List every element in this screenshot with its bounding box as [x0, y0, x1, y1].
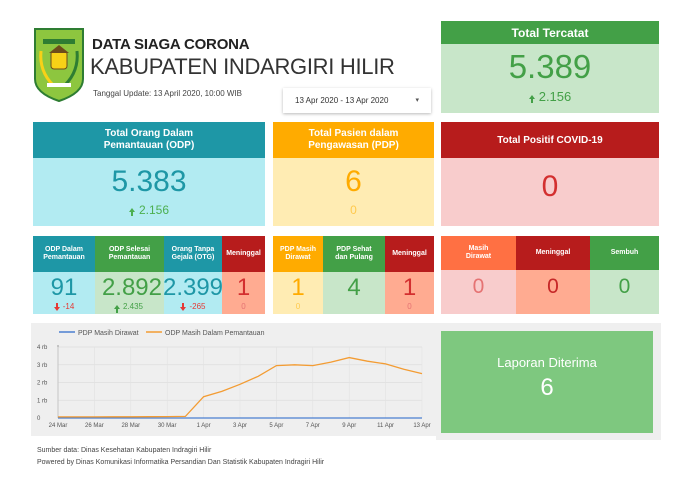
footer-powered-by: Powered by Dinas Komunikasi Informatika …	[37, 459, 325, 466]
x-tick-label: 1 Apr	[197, 423, 211, 429]
arrow-down-icon	[53, 302, 60, 311]
otg-delta: -265	[189, 302, 206, 311]
chart-legend: PDP Masih Dirawat ODP Masih Dalam Pemant…	[59, 330, 265, 337]
odp-selesai-value: 2.892	[101, 274, 162, 301]
total-tercatat-card: Total Tercatat 5.389 2.156	[441, 21, 659, 113]
trend-chart-svg: PDP Masih Dirawat ODP Masih Dalam Pemant…	[37, 330, 431, 429]
pdp-card: Total Pasien dalam Pengawasan (PDP) 6 0	[273, 122, 434, 226]
y-tick-label: 2 rb	[37, 381, 48, 387]
odp-meninggal-delta: 0	[241, 302, 246, 311]
arrow-up-icon	[113, 304, 120, 313]
page-subtitle: KABUPATEN INDARGIRI HILIR	[90, 54, 395, 79]
pdp-masih-dirawat-card: PDP Masih Dirawat 1 0	[273, 236, 323, 314]
x-tick-label: 11 Apr	[377, 423, 394, 429]
pdp-masih-label: PDP Masih Dirawat	[273, 236, 323, 272]
laporan-label: Laporan Diterima	[497, 355, 597, 370]
total-tercatat-label: Total Tercatat	[441, 21, 659, 44]
laporan-card: Laporan Diterima 6	[441, 331, 653, 433]
total-tercatat-value: 5.389	[508, 48, 592, 85]
positif-sembuh-value: 0	[618, 275, 631, 298]
date-range-picker[interactable]: 13 Apr 2020 - 13 Apr 2020 ▾	[283, 88, 431, 113]
page-title: DATA SIAGA CORONA	[92, 36, 250, 53]
trend-chart: PDP Masih Dirawat ODP Masih Dalam Pemant…	[31, 323, 437, 436]
positif-sembuh-card: Sembuh 0	[590, 236, 659, 314]
positif-label: Total Positif COVID-19	[441, 122, 659, 158]
odp-dalam-pemantauan-card: ODP Dalam Pemantauan 91 -14	[33, 236, 95, 314]
positif-meninggal-value: 0	[547, 275, 559, 298]
pdp-meninggal-value: 1	[402, 274, 417, 301]
x-tick-label: 7 Apr	[306, 423, 320, 429]
pdp-sehat-value: 4	[347, 274, 361, 301]
pdp-value: 6	[345, 165, 362, 198]
positif-masih-label: Masih Dirawat	[441, 236, 516, 270]
pdp-label: Total Pasien dalam Pengawasan (PDP)	[273, 122, 434, 158]
x-tick-label: 30 Mar	[158, 423, 177, 429]
odp-selesai-delta: 2.435	[122, 302, 144, 311]
odp-meninggal-label: Meninggal	[222, 236, 265, 272]
odp-dalam-value: 91	[50, 274, 78, 301]
legend-label-odp[interactable]: ODP Masih Dalam Pemantauan	[165, 330, 265, 337]
update-timestamp: Tanggal Update: 13 April 2020, 10:00 WIB	[93, 89, 242, 98]
footer-source: Sumber data: Dinas Kesehatan Kabupaten I…	[37, 447, 212, 454]
x-tick-label: 28 Mar	[121, 423, 140, 429]
y-tick-label: 1 rb	[37, 398, 48, 404]
x-tick-label: 5 Apr	[269, 423, 283, 429]
pdp-delta: 0	[350, 203, 357, 217]
y-tick-label: 4 rb	[37, 345, 48, 351]
arrow-up-icon	[128, 208, 135, 216]
pdp-meninggal-delta: 0	[407, 302, 412, 311]
odp-meninggal-card: Meninggal 1 0	[222, 236, 265, 314]
x-tick-label: 24 Mar	[49, 423, 68, 429]
odp-dalam-label: ODP Dalam Pemantauan	[33, 236, 95, 272]
pdp-meninggal-label: Meninggal	[385, 236, 434, 272]
positif-masih-value: 0	[472, 275, 485, 298]
x-tick-label: 3 Apr	[233, 423, 247, 429]
arrow-up-icon	[528, 94, 535, 103]
legend-label-pdp[interactable]: PDP Masih Dirawat	[78, 330, 139, 337]
otg-value: 2.399	[162, 274, 224, 301]
pdp-sehat-card: PDP Sehat dan Pulang 4	[323, 236, 385, 314]
positif-meninggal-card: Meninggal 0	[516, 236, 590, 314]
pdp-sehat-label: PDP Sehat dan Pulang	[323, 236, 385, 272]
x-tick-label: 9 Apr	[342, 423, 356, 429]
laporan-value: 6	[540, 374, 554, 401]
pdp-masih-delta: 0	[295, 302, 301, 311]
positif-card: Total Positif COVID-19 0	[441, 122, 659, 226]
y-tick-label: 3 rb	[37, 363, 48, 369]
positif-value: 0	[541, 170, 559, 203]
odp-label: Total Orang Dalam Pemantauan (ODP)	[33, 122, 265, 158]
pdp-meninggal-card: Meninggal 1 0	[385, 236, 434, 314]
regency-logo	[33, 27, 85, 103]
otg-label: Orang Tanpa Gejala (OTG)	[164, 236, 222, 272]
odp-dalam-delta: -14	[62, 302, 75, 311]
arrow-down-icon	[180, 302, 187, 311]
odp-selesai-label: ODP Selesai Pemantauan	[95, 236, 164, 272]
odp-value: 5.383	[111, 165, 187, 198]
odp-meninggal-value: 1	[236, 274, 251, 301]
total-tercatat-delta: 2.156	[538, 89, 572, 104]
chevron-down-icon: ▾	[415, 97, 419, 104]
odp-selesai-card: ODP Selesai Pemantauan 2.892 2.435	[95, 236, 164, 314]
series-line-odp-masih-dalam-pemantauan	[58, 356, 423, 418]
y-tick-label: 0	[37, 416, 41, 422]
date-range-value: 13 Apr 2020 - 13 Apr 2020	[295, 96, 389, 105]
odp-card: Total Orang Dalam Pemantauan (ODP) 5.383…	[33, 122, 265, 226]
positif-sembuh-label: Sembuh	[590, 236, 659, 270]
x-tick-label: 26 Mar	[85, 423, 104, 429]
pdp-masih-value: 1	[291, 274, 305, 301]
positif-meninggal-label: Meninggal	[516, 236, 590, 270]
positif-masih-dirawat-card: Masih Dirawat 0	[441, 236, 516, 314]
x-tick-label: 13 Apr	[413, 423, 430, 429]
otg-card: Orang Tanpa Gejala (OTG) 2.399 -265	[162, 236, 224, 314]
odp-delta: 2.156	[138, 203, 170, 217]
